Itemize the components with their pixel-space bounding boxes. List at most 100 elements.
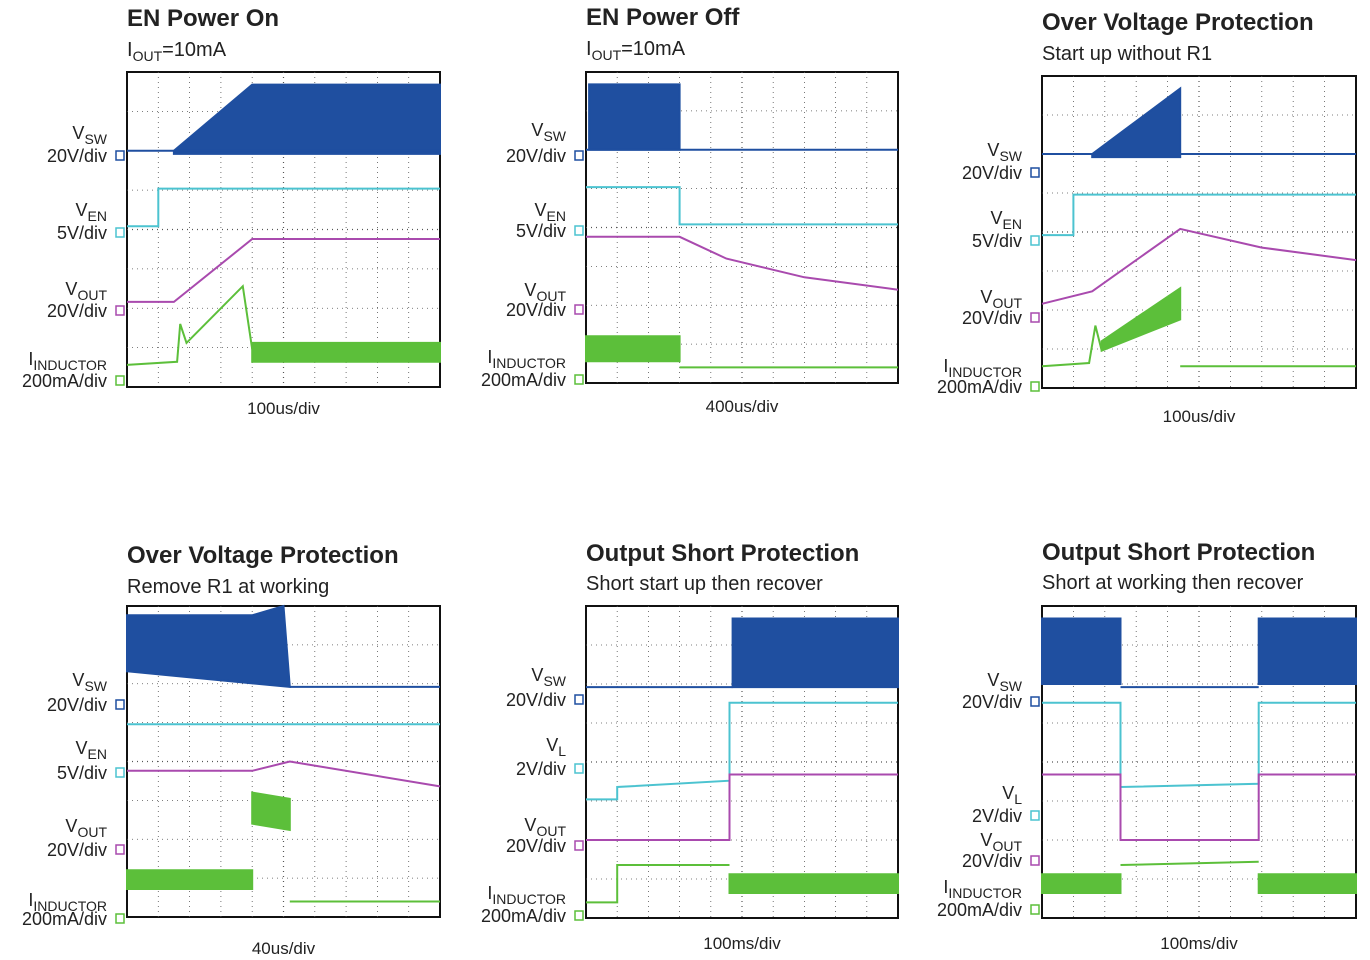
timebase: 100ms/div xyxy=(1160,934,1238,953)
channel-main: V xyxy=(72,670,84,690)
channel-scale: 200mA/div xyxy=(22,909,107,929)
panel-subtitle: Short start up then recover xyxy=(586,573,823,595)
waveform xyxy=(1257,617,1357,685)
waveform xyxy=(251,791,291,832)
channel-name: VOUT xyxy=(65,816,107,840)
waveform xyxy=(1042,193,1356,237)
channel-sub: INDUCTOR xyxy=(948,885,1022,901)
channel-sub: OUT xyxy=(536,288,566,304)
channel-name: IINDUCTOR xyxy=(487,883,566,907)
channel-main: V xyxy=(991,208,1003,228)
channel-sub: L xyxy=(558,743,566,759)
channel-scale: 200mA/div xyxy=(937,900,1022,920)
channel-name: VOUT xyxy=(65,279,107,303)
channel-sub: EN xyxy=(1003,216,1022,232)
scope-panel: Over Voltage Protection Start up without … xyxy=(937,9,1357,426)
channel-sub: EN xyxy=(88,746,107,762)
channel-main: I xyxy=(487,883,492,903)
channel-sub: OUT xyxy=(992,295,1022,311)
channel-sub: OUT xyxy=(992,838,1022,854)
panel-title: Output Short Protection xyxy=(1042,539,1315,566)
channel-main: V xyxy=(987,140,999,160)
channel-main: V xyxy=(980,287,992,307)
waveform xyxy=(127,238,440,303)
waveform xyxy=(586,701,898,801)
timebase: 400us/div xyxy=(706,397,779,416)
channel-scale: 20V/div xyxy=(962,163,1022,183)
channel-marker xyxy=(1030,312,1040,323)
channel-main: V xyxy=(980,830,992,850)
channel-marker xyxy=(574,763,584,774)
channel-sub: INDUCTOR xyxy=(948,364,1022,380)
channel-scale: 20V/div xyxy=(47,840,107,860)
waveform xyxy=(1041,227,1357,305)
channel-marker xyxy=(574,304,584,315)
waveform xyxy=(172,83,441,155)
channel-main: I xyxy=(28,349,33,369)
waveform xyxy=(1042,773,1356,841)
channel-sub: SW xyxy=(84,678,107,694)
channel-sub: INDUCTOR xyxy=(492,355,566,371)
channel-sub: SW xyxy=(999,148,1022,164)
channel-marker xyxy=(574,150,584,161)
channel-marker xyxy=(115,767,125,778)
timebase: 100us/div xyxy=(1163,407,1236,426)
channel-sub: SW xyxy=(84,131,107,147)
subtitle-rest: =10mA xyxy=(621,38,686,60)
waveform xyxy=(251,341,441,363)
timebase: 100ms/div xyxy=(703,934,781,953)
waveform xyxy=(1100,286,1182,353)
channel-scale: 20V/div xyxy=(47,695,107,715)
channel-scale: 20V/div xyxy=(962,308,1022,328)
channel-scale: 5V/div xyxy=(516,221,566,241)
channel-marker xyxy=(574,225,584,236)
channel-marker xyxy=(115,913,125,924)
scope-panel: Output Short Protection Short at working … xyxy=(937,539,1357,953)
panel-title: Output Short Protection xyxy=(586,540,859,567)
channel-name: VEN xyxy=(535,200,566,224)
channel-main: V xyxy=(524,815,536,835)
panel-title: EN Power On xyxy=(127,5,279,32)
waveform xyxy=(586,235,899,291)
channel-scale: 200mA/div xyxy=(481,370,566,390)
timebase: 100us/div xyxy=(247,399,320,418)
channel-main: I xyxy=(943,877,948,897)
channel-scale: 20V/div xyxy=(506,146,566,166)
channel-marker xyxy=(574,910,584,921)
channel-sub: INDUCTOR xyxy=(33,357,107,373)
channel-sub: INDUCTOR xyxy=(33,898,107,914)
waveform xyxy=(127,760,441,788)
panel-title: Over Voltage Protection xyxy=(127,542,399,569)
subtitle-rest: =10mA xyxy=(162,39,227,61)
channel-marker xyxy=(574,694,584,705)
waveform xyxy=(1042,701,1356,789)
scope-panel: Over Voltage Protection Remove R1 at work… xyxy=(22,542,441,958)
channel-marker xyxy=(1030,235,1040,246)
scope-panel: EN Power OffIOUT=10mAVSW20V/divVEN5V/div… xyxy=(481,4,899,416)
channel-sub: SW xyxy=(543,128,566,144)
channel-sub: SW xyxy=(543,673,566,689)
channel-name: VL xyxy=(546,735,566,759)
channel-scale: 5V/div xyxy=(972,231,1022,251)
channel-marker xyxy=(115,375,125,386)
panel-subtitle: IOUT=10mA xyxy=(127,39,227,64)
waveform xyxy=(585,335,681,363)
channel-main: V xyxy=(76,200,88,220)
channel-marker xyxy=(1030,904,1040,915)
waveform xyxy=(127,187,440,228)
channel-main: V xyxy=(987,670,999,690)
panel-subtitle: Start up without R1 xyxy=(1042,43,1212,65)
panel-title: Over Voltage Protection xyxy=(1042,9,1314,36)
channel-name: IINDUCTOR xyxy=(487,347,566,371)
channel-name: VOUT xyxy=(524,815,566,839)
channel-main: V xyxy=(546,735,558,755)
channel-scale: 20V/div xyxy=(506,836,566,856)
channel-scale: 5V/div xyxy=(57,763,107,783)
waveform xyxy=(586,186,898,226)
channel-marker xyxy=(1030,381,1040,392)
channel-name: VSW xyxy=(72,123,107,147)
channel-main: V xyxy=(72,123,84,143)
waveform xyxy=(1091,86,1182,159)
subtitle-sub: OUT xyxy=(133,48,163,64)
channel-main: V xyxy=(535,200,547,220)
